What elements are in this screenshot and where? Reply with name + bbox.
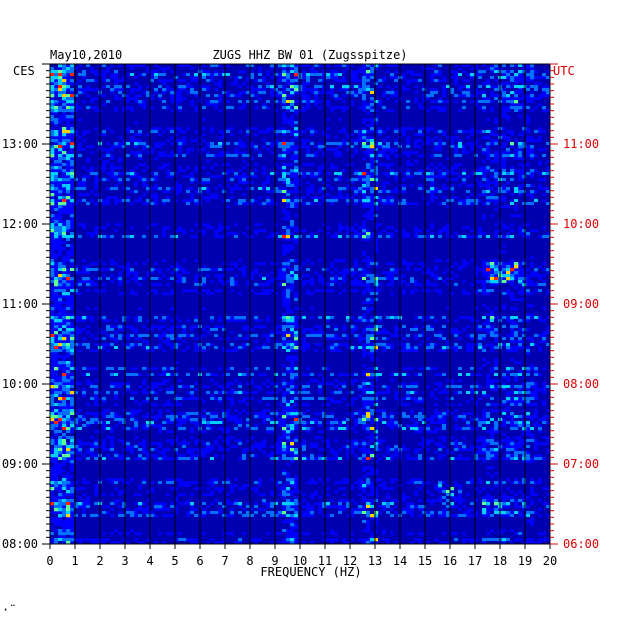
y-tick-label-left: 13:00	[2, 137, 38, 151]
y-tick-label-right: 06:00	[563, 537, 599, 551]
spectrogram-cells	[50, 64, 551, 545]
y-tick-label-left: 11:00	[2, 297, 38, 311]
date-label: May10,2010	[50, 48, 122, 62]
x-tick-label: 0	[46, 554, 53, 568]
x-tick-label: 6	[196, 554, 203, 568]
y-tick-label-left: 08:00	[2, 537, 38, 551]
x-tick-label: 7	[221, 554, 228, 568]
x-tick-label: 15	[418, 554, 432, 568]
grid-lines	[49, 64, 551, 544]
x-tick-label: 17	[468, 554, 482, 568]
right-timezone-label: UTC	[553, 64, 575, 78]
x-tick-label: 13	[368, 554, 382, 568]
y-tick-label-right: 07:00	[563, 457, 599, 471]
x-tick-label: 5	[171, 554, 178, 568]
x-tick-label: 3	[121, 554, 128, 568]
y-tick-label-left: 10:00	[2, 377, 38, 391]
chart-title: ZUGS HHZ BW 01 (Zugsspitze)	[212, 48, 407, 62]
x-tick-label: 18	[493, 554, 507, 568]
corner-mark: ·̈	[2, 603, 15, 617]
y-tick-label-right: 11:00	[563, 137, 599, 151]
y-tick-label-left: 09:00	[2, 457, 38, 471]
x-tick-label: 14	[393, 554, 407, 568]
x-tick-label: 8	[246, 554, 253, 568]
y-tick-label-right: 10:00	[563, 217, 599, 231]
x-tick-label: 2	[96, 554, 103, 568]
left-timezone-label: CES	[13, 64, 35, 78]
x-tick-label: 12	[343, 554, 357, 568]
x-tick-label: 16	[443, 554, 457, 568]
y-tick-label-right: 09:00	[563, 297, 599, 311]
x-tick-label: 20	[543, 554, 557, 568]
x-tick-label: 4	[146, 554, 153, 568]
y-tick-label-left: 12:00	[2, 217, 38, 231]
x-tick-label: 10	[293, 554, 307, 568]
x-axis-title: FREQUENCY (HZ)	[260, 565, 361, 579]
x-tick-label: 9	[271, 554, 278, 568]
x-tick-label: 1	[71, 554, 78, 568]
x-tick-label: 11	[318, 554, 332, 568]
y-tick-label-right: 08:00	[563, 377, 599, 391]
x-tick-label: 19	[518, 554, 532, 568]
